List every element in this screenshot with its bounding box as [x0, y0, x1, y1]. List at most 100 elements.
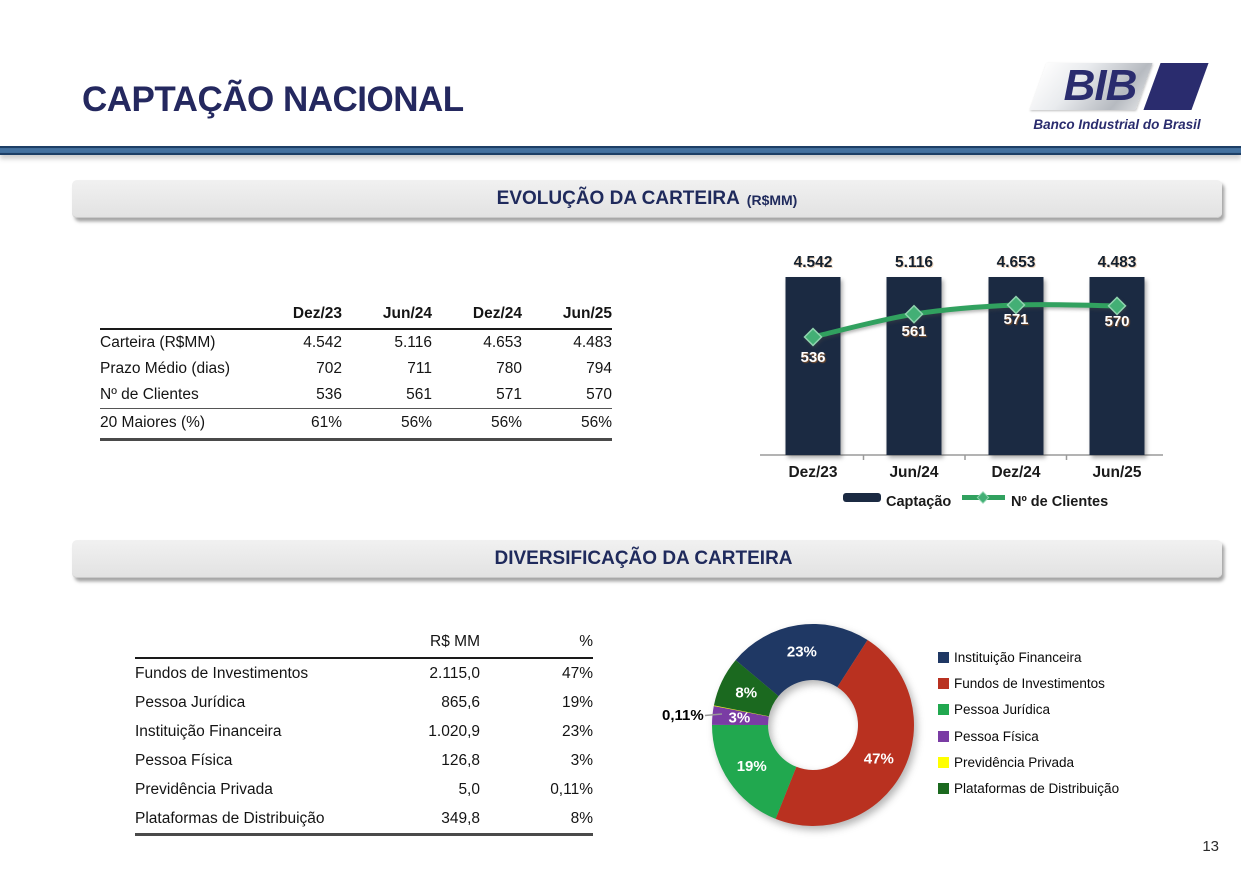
cell-pct: 47% — [561, 664, 593, 682]
legend-label-clientes: Nº de Clientes — [1011, 494, 1108, 510]
table-row: Fundos de Investimentos 2.115,0 47% — [135, 658, 593, 688]
row-label: Carteira (R$MM) — [100, 334, 216, 351]
donut-slice-2 — [775, 640, 914, 826]
cell-value: 56% — [522, 408, 612, 441]
donut-slice-6 — [713, 660, 779, 717]
column-header — [100, 302, 252, 330]
cell-value: 571 — [496, 386, 522, 403]
cell-value: 561 — [406, 386, 432, 403]
bank-logo-graphic: BIB — [1028, 61, 1209, 112]
callout-leader-line — [704, 713, 723, 717]
legend-marker-clientes — [976, 491, 990, 504]
cell-value: 56% — [342, 408, 432, 441]
legend-label: Pessoa Física — [954, 728, 1039, 744]
legend-item: Pessoa Física — [938, 723, 1119, 749]
column-header — [135, 630, 350, 659]
chart-legend: Captação Nº de Clientes — [843, 491, 1108, 510]
cell-value: 5,0 — [458, 780, 480, 798]
x-axis-label: Jun/25 — [1092, 464, 1141, 481]
diversification-table: R$ MM% Fundos de Investimentos 2.115,0 47%… — [135, 630, 593, 836]
slice-label: 19% — [737, 758, 767, 775]
cell-value: 780 — [496, 360, 522, 377]
diversification-table-body: Fundos de Investimentos 2.115,0 47% Pessoa … — [135, 658, 593, 836]
clientes-line-series — [803, 295, 1127, 347]
donut-slice-4 — [712, 706, 769, 725]
table-row: Pessoa Jurídica 865,6 19% — [135, 688, 593, 717]
evolution-table-head: Dez/23 Jun/24 Dez/24 Jun/25 — [100, 302, 612, 330]
clientes-line — [810, 302, 1120, 340]
slice-label: 3% — [728, 709, 750, 726]
legend-swatch — [938, 730, 949, 742]
column-header: % — [480, 630, 593, 659]
section-title-suffix: (R$MM) — [746, 192, 798, 208]
row-label: Prazo Médio (dias) — [100, 360, 231, 377]
x-axis-label: Dez/23 — [788, 464, 837, 481]
cell-pct: 8% — [480, 804, 593, 836]
row-label: Instituição Financeira — [135, 722, 282, 740]
slice-label: 23% — [787, 643, 817, 660]
legend-swatch-captacao — [843, 493, 881, 502]
cell-value: 56% — [432, 408, 522, 441]
cell-value: 349,8 — [350, 804, 480, 836]
diversification-donut-chart: 23% 47% 19% 3% 8% 0,11% — [662, 624, 914, 826]
cell-pct: 19% — [561, 693, 593, 711]
evolution-table-body: Carteira (R$MM) 4.542 5.116 4.653 4.483 Prazo… — [100, 329, 612, 441]
column-header: Jun/25 — [522, 302, 612, 330]
legend-label: Previdência Privada — [954, 754, 1075, 770]
row-label: Pessoa Jurídica — [135, 693, 246, 711]
cell-value: 711 — [407, 360, 432, 377]
bar-captacao — [886, 277, 942, 455]
column-header: Jun/24 — [342, 302, 432, 330]
page-number: 13 — [1202, 838, 1219, 855]
bar-captacao — [785, 277, 841, 455]
clientes-value-label: 570 — [1104, 313, 1129, 330]
row-label: Nº de Clientes — [100, 386, 199, 403]
donut-slice-3 — [712, 724, 797, 819]
cell-value: 865,6 — [441, 693, 480, 711]
table-row: Plataformas de Distribuição 349,8 8% — [135, 804, 593, 836]
cell-pct: 23% — [561, 722, 593, 740]
cell-value: 536 — [316, 386, 342, 403]
donut-slices — [712, 624, 914, 826]
title-divider — [0, 146, 1241, 155]
row-label: Previdência Privada — [135, 780, 273, 798]
x-axis-label: Jun/24 — [889, 464, 938, 481]
cell-value: 794 — [586, 360, 612, 377]
donut-slice-5 — [713, 705, 769, 717]
legend-swatch — [938, 677, 949, 689]
clientes-value-label: 561 — [901, 323, 926, 340]
legend-swatch — [938, 704, 949, 716]
table-row: Pessoa Física 126,8 3% — [135, 746, 593, 775]
legend-item: Plataformas de Distribuição — [938, 775, 1119, 801]
slice-callout-label: 0,11% — [662, 707, 704, 724]
bar-value-label: 4.653 — [997, 254, 1036, 271]
clientes-value-label: 536 — [800, 349, 825, 366]
cell-pct: 3% — [570, 751, 593, 769]
clientes-value-label: 571 — [1003, 311, 1028, 328]
table-header-row: R$ MM% — [135, 630, 593, 659]
legend-swatch — [938, 756, 949, 768]
bar-value-label: 4.483 — [1098, 254, 1137, 271]
x-axis-label: Dez/24 — [991, 464, 1040, 481]
slice-label: 47% — [864, 750, 894, 767]
section-header-diversificacao: DIVERSIFICAÇÃO DA CARTEIRA — [72, 540, 1222, 578]
table-row: Prazo Médio (dias) 702 711 780 794 — [100, 356, 612, 382]
cell-value: 126,8 — [441, 751, 480, 769]
legend-item: Previdência Privada — [938, 749, 1119, 775]
table-header-row: Dez/23 Jun/24 Dez/24 Jun/25 — [100, 302, 612, 330]
logo-subtitle: Banco Industrial do Brasil — [1033, 117, 1201, 132]
cell-pct: 0,11% — [550, 780, 593, 798]
section-title: EVOLUÇÃO DA CARTEIRA — [496, 187, 740, 209]
table-row: Nº de Clientes 536 561 571 570 — [100, 382, 612, 409]
legend-label: Fundos de Investimentos — [954, 675, 1105, 691]
captacao-bar-line-chart: 4.542 5.116 4.653 4.483 536 561 571 570 Dez/23 Ju… — [760, 254, 1163, 510]
logo-acronym: BIB — [1063, 61, 1138, 110]
legend-item: Fundos de Investimentos — [938, 670, 1119, 696]
legend-label: Instituição Financeira — [954, 649, 1082, 665]
evolution-table: Dez/23 Jun/24 Dez/24 Jun/25 Carteira (R$MM)… — [100, 302, 612, 441]
line-marker-diamond — [1107, 296, 1127, 316]
legend-item: Instituição Financeira — [938, 644, 1119, 670]
cell-value: 570 — [586, 386, 612, 403]
table-row: Carteira (R$MM) 4.542 5.116 4.653 4.483 — [100, 329, 612, 356]
